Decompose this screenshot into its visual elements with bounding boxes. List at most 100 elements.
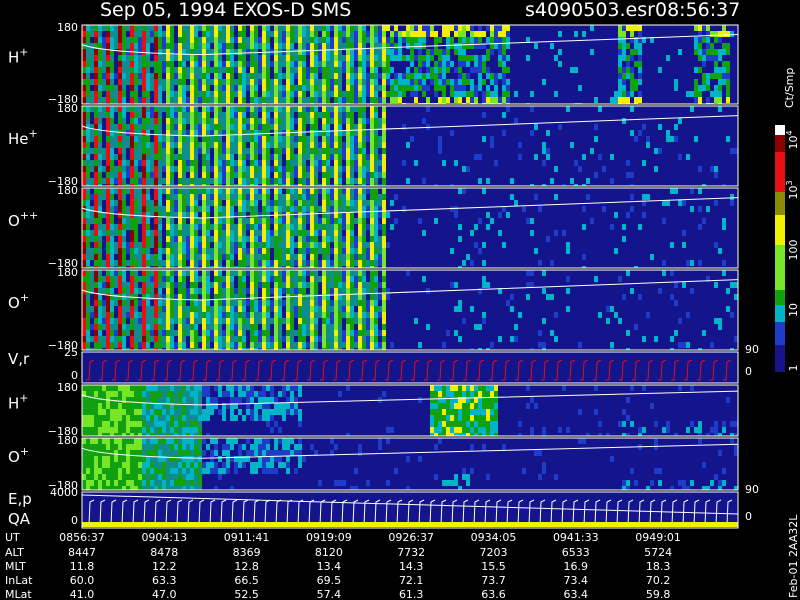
spectrogram-cell bbox=[346, 200, 350, 206]
spectrogram-cell bbox=[230, 106, 234, 112]
spectrogram-cell bbox=[194, 49, 198, 55]
spectrogram-cell bbox=[518, 154, 522, 160]
spectrogram-cell bbox=[162, 330, 166, 336]
spectrogram-cell bbox=[246, 49, 250, 55]
spectrogram-cell bbox=[698, 206, 702, 212]
spectrogram-cell bbox=[326, 178, 330, 184]
spectrogram-cell bbox=[186, 312, 190, 318]
spectrogram-cell bbox=[482, 242, 486, 248]
spectrogram-cell bbox=[254, 294, 258, 300]
spectrogram-cell bbox=[310, 172, 314, 178]
spectrogram-cell bbox=[378, 61, 382, 67]
spectrogram-cell bbox=[178, 124, 182, 130]
spectrogram-cell bbox=[566, 248, 570, 254]
spectrogram-cell bbox=[142, 130, 146, 136]
spectrogram-cell bbox=[306, 97, 310, 103]
spectrogram-cell bbox=[346, 270, 350, 276]
spectrogram-cell bbox=[334, 25, 338, 31]
spectrogram-cell bbox=[222, 97, 226, 103]
spectrogram-cell bbox=[86, 188, 90, 194]
spectrogram-cell bbox=[202, 136, 206, 142]
spectrogram-cell bbox=[482, 260, 486, 266]
spectrogram-cell bbox=[134, 142, 138, 148]
spectrogram-cell bbox=[118, 294, 122, 300]
spectrogram-cell bbox=[346, 118, 350, 124]
spectrogram-cell bbox=[514, 91, 518, 97]
spectrogram-cell bbox=[310, 212, 314, 218]
spectrogram-cell bbox=[734, 294, 738, 300]
spectrogram-cell bbox=[454, 43, 458, 49]
spectrogram-cell bbox=[462, 55, 466, 61]
spectrogram-cell bbox=[238, 160, 242, 166]
spectrogram-cell bbox=[306, 330, 310, 336]
spectrogram-cell bbox=[118, 91, 122, 97]
spectrogram-cell bbox=[298, 212, 302, 218]
spectrogram-cell bbox=[166, 415, 170, 421]
spectrogram-cell bbox=[302, 112, 306, 118]
spectrogram-cell bbox=[382, 248, 386, 254]
spectrogram-cell bbox=[94, 136, 98, 142]
spectrogram-cell bbox=[598, 154, 602, 160]
spectrogram-cell bbox=[350, 106, 354, 112]
spectrogram-cell bbox=[154, 172, 158, 178]
spectrogram-cell bbox=[166, 206, 170, 212]
spectrogram-cell bbox=[386, 79, 390, 85]
spectrogram-cell bbox=[358, 312, 362, 318]
spectrogram-cell bbox=[162, 142, 166, 148]
spectrogram-cell bbox=[190, 118, 194, 124]
spectrogram-cell bbox=[102, 266, 106, 268]
spectrogram-cell bbox=[106, 200, 110, 206]
spectrogram-cell bbox=[170, 324, 174, 330]
spectrogram-cell bbox=[346, 37, 350, 43]
spectrogram-cell bbox=[342, 300, 346, 306]
spectrogram-cell bbox=[102, 148, 106, 154]
spectrogram-cell bbox=[642, 212, 646, 218]
spectrogram-cell bbox=[158, 206, 162, 212]
spectrogram-cell bbox=[122, 254, 126, 260]
spectrogram-cell bbox=[142, 236, 146, 242]
spectrogram-cell bbox=[98, 397, 102, 403]
spectrogram-cell bbox=[230, 142, 234, 148]
spectrogram-cell bbox=[166, 73, 170, 79]
spectrogram-cell bbox=[382, 160, 386, 166]
spectrogram-cell bbox=[134, 282, 138, 288]
spectrogram-cell bbox=[414, 25, 418, 31]
spectrogram-cell bbox=[110, 433, 114, 436]
spectrogram-cell bbox=[262, 172, 266, 178]
spectrogram-cell bbox=[146, 154, 150, 160]
spectrogram-cell bbox=[150, 312, 154, 318]
spectrogram-cell bbox=[322, 242, 326, 248]
spectrogram-cell bbox=[134, 224, 138, 230]
spectrogram-cell bbox=[86, 85, 90, 91]
spectrogram-cell bbox=[366, 318, 370, 324]
spectrogram-cell bbox=[286, 342, 290, 348]
spectrogram-cell bbox=[142, 348, 146, 350]
spectrogram-cell bbox=[102, 73, 106, 79]
spectrogram-cell bbox=[490, 43, 494, 49]
spectrogram-cell bbox=[218, 148, 222, 154]
spectrogram-cell bbox=[290, 254, 294, 260]
spectrogram-cell bbox=[334, 178, 338, 184]
spectrogram-cell bbox=[110, 112, 114, 118]
spectrogram-cell bbox=[494, 43, 498, 49]
spectrogram-cell bbox=[354, 160, 358, 166]
spectrogram-cell bbox=[298, 188, 302, 194]
spectrogram-cell bbox=[174, 194, 178, 200]
spectrogram-cell bbox=[122, 160, 126, 166]
spectrogram-cell bbox=[422, 25, 426, 31]
spectrogram-cell bbox=[122, 206, 126, 212]
spectrogram-cell bbox=[142, 260, 146, 266]
spectrogram-cell bbox=[346, 336, 350, 342]
spectrogram-cell bbox=[82, 318, 86, 324]
spectrogram-cell bbox=[386, 212, 390, 218]
spectrogram-cell bbox=[170, 67, 174, 73]
spectrogram-cell bbox=[270, 200, 274, 206]
spectrogram-cell bbox=[130, 178, 134, 184]
spectrogram-cell bbox=[114, 206, 118, 212]
spectrogram-cell bbox=[154, 49, 158, 55]
spectrogram-cell bbox=[146, 148, 150, 154]
spectrogram-cell bbox=[194, 124, 198, 130]
spectrogram-cell bbox=[718, 248, 722, 254]
spectrogram-cell bbox=[174, 55, 178, 61]
spectrogram-cell bbox=[262, 166, 266, 172]
